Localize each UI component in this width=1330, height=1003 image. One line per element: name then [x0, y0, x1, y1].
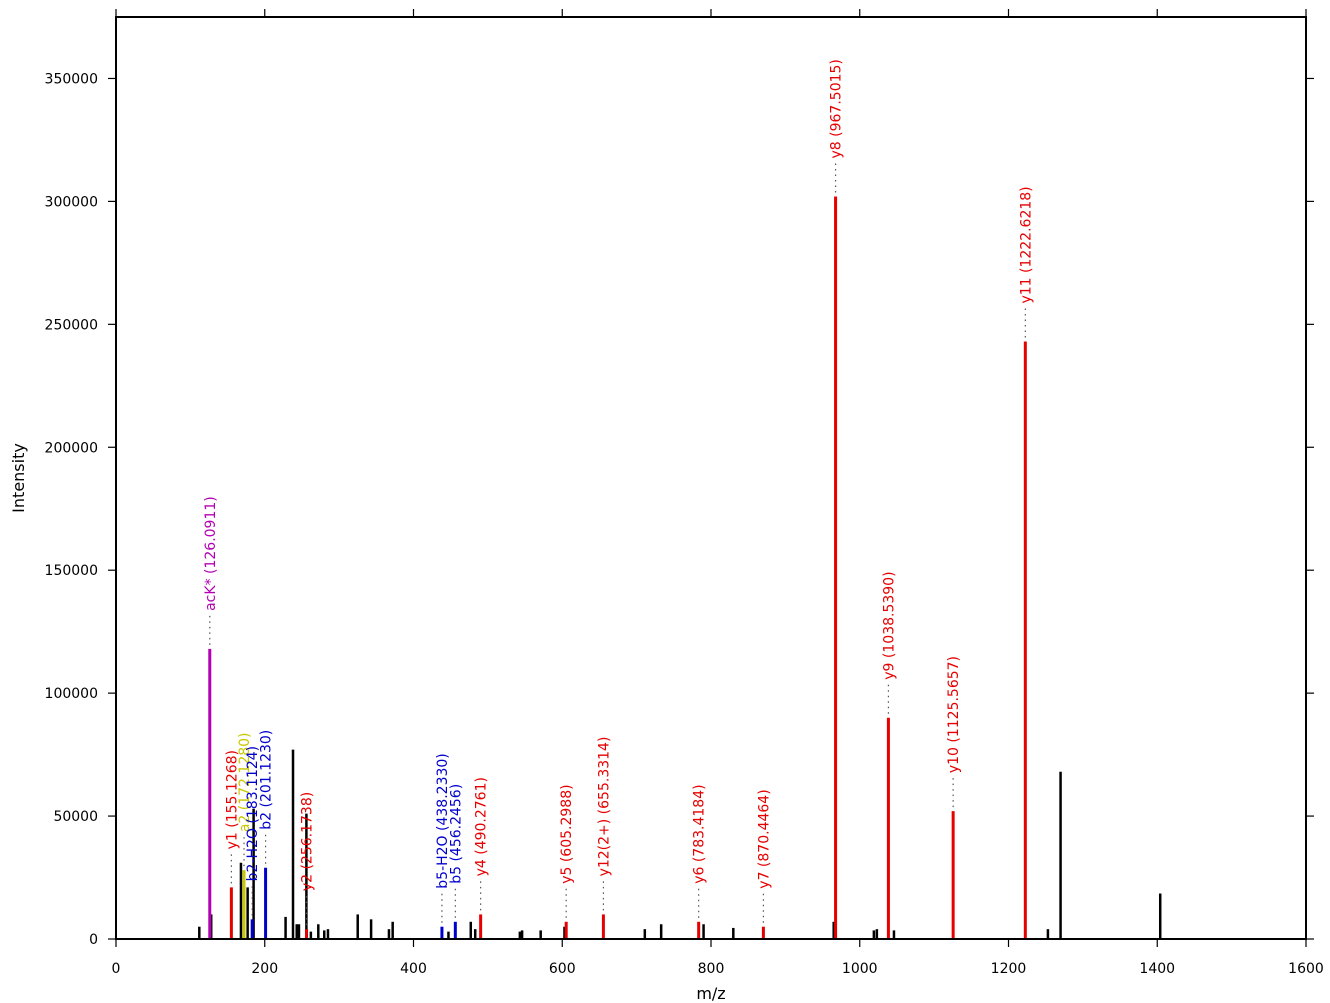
peak-label: y5 (605.2988): [559, 784, 575, 883]
peak-label: b2 (201.1230): [259, 730, 275, 830]
y-tick-label: 300000: [45, 194, 98, 210]
annotated-peaks: acK* (126.0911) y1 (155.1268)a2 (172.1280…: [203, 59, 1034, 939]
peak-label: acK* (126.0911): [203, 496, 219, 611]
x-tick-label: 1200: [991, 961, 1027, 977]
plot-frame: [115, 16, 1307, 940]
x-tick-label: 1400: [1139, 961, 1175, 977]
x-tick-label: 400: [400, 961, 427, 977]
peak-label: y1 (155.1268): [224, 750, 240, 849]
x-tick-label: 600: [549, 961, 576, 977]
x-tick-label: 1600: [1288, 961, 1324, 977]
peak-label: y6 (783.4184): [692, 784, 708, 883]
y-axis-label: Intensity: [9, 443, 28, 513]
peak-label: y12(2+) (655.3314): [596, 737, 612, 877]
peak-label: y9 (1038.5390): [881, 571, 897, 679]
x-axis-label: m/z: [696, 984, 725, 1003]
peak-label: b5 (456.2456): [448, 784, 464, 884]
y-tick-label: 150000: [45, 563, 98, 579]
peak-label: y8 (967.5015): [829, 59, 845, 158]
x-tick-label: 0: [112, 961, 121, 977]
peak-label: y10 (1125.5657): [946, 656, 962, 773]
y-tick-label: 250000: [45, 317, 98, 333]
x-tick-label: 200: [251, 961, 278, 977]
y-tick-label: 100000: [45, 686, 98, 702]
peak-label: y2 (256.1738): [300, 792, 316, 891]
peak-label: b5-H2O (438.2330): [435, 753, 451, 888]
y-tick-label: 350000: [45, 71, 98, 87]
y-axis: 0 50000 100000 150000 200000 250000 300000 3500…: [45, 71, 1314, 948]
y-tick-label: 50000: [53, 809, 98, 825]
y-tick-label: 0: [89, 932, 98, 948]
peak-label: b2-H2O (183.1124): [245, 746, 261, 881]
unmatched-peaks: [198, 749, 1162, 939]
x-axis: 0 200 400 600 800 1000 1200 1400 1600: [112, 9, 1324, 977]
peak-label: a2 (172.1280): [237, 732, 253, 832]
x-tick-label: 800: [698, 961, 725, 977]
x-tick-label: 1000: [842, 961, 878, 977]
peak-label: y4 (490.2761): [474, 777, 490, 876]
y-tick-label: 200000: [45, 440, 98, 456]
peak-label: y7 (870.4464): [756, 789, 772, 888]
peak-label: y11 (1222.6218): [1018, 186, 1034, 303]
